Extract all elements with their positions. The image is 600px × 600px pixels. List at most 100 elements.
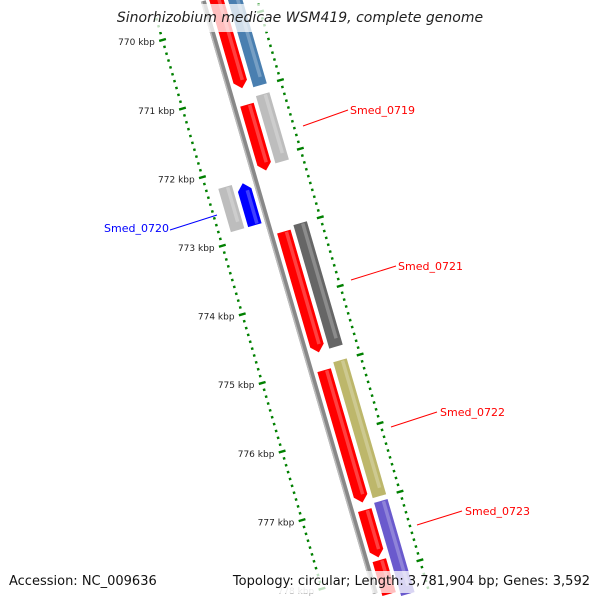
gene-feature[interactable] [236, 181, 262, 228]
major-tick [396, 489, 404, 494]
minor-tick [266, 37, 271, 41]
minor-tick [274, 64, 278, 68]
minor-tick [346, 311, 350, 315]
gene-feature[interactable] [277, 229, 326, 355]
minor-tick [302, 525, 306, 529]
minor-tick [192, 148, 196, 152]
minor-tick [163, 45, 167, 49]
major-tick [356, 352, 364, 357]
minor-tick [202, 182, 206, 186]
minor-tick [368, 387, 372, 391]
minor-tick [264, 395, 268, 399]
minor-tick [166, 59, 171, 63]
minor-tick [172, 79, 177, 83]
gene-highlight [365, 509, 381, 550]
major-tick [296, 146, 305, 151]
minor-tick [300, 154, 304, 158]
minor-tick [344, 304, 348, 308]
minor-tick [326, 243, 330, 247]
gene-label[interactable]: Smed_0723 [465, 505, 530, 518]
gene-feature[interactable] [255, 92, 289, 164]
minor-tick [182, 113, 187, 117]
minor-tick [184, 120, 188, 124]
minor-tick [250, 347, 254, 351]
gene-feature[interactable] [293, 221, 343, 349]
minor-tick [276, 436, 280, 440]
tick-label: 771 kbp [138, 107, 175, 117]
minor-tick [296, 504, 300, 508]
gene-label-leader [302, 109, 349, 127]
minor-tick [280, 85, 284, 89]
minor-tick [408, 524, 412, 528]
minor-tick [248, 340, 252, 344]
minor-tick [322, 229, 326, 233]
gene-feature[interactable] [358, 508, 385, 559]
minor-tick [316, 208, 320, 212]
gene-feature[interactable] [317, 368, 369, 504]
gene-label[interactable]: Smed_0722 [440, 406, 505, 419]
minor-tick [406, 517, 410, 521]
gene-highlight [284, 231, 321, 345]
minor-tick [320, 222, 324, 226]
backbone-highlight [200, 1, 375, 595]
minor-tick [420, 565, 424, 569]
minor-tick [242, 319, 246, 323]
minor-tick [292, 491, 296, 495]
minor-tick [284, 99, 288, 103]
minor-tick [342, 298, 346, 302]
minor-tick [268, 408, 272, 412]
major-tick [198, 175, 207, 180]
major-tick [336, 283, 344, 289]
minor-tick [332, 263, 336, 267]
gene-highlight [247, 104, 268, 163]
major-tick [238, 312, 246, 317]
gene-highlight [225, 186, 240, 223]
minor-tick [336, 277, 340, 281]
gene-highlight [263, 93, 284, 154]
gene-label[interactable]: Smed_0719 [350, 104, 415, 117]
minor-tick [306, 174, 310, 178]
minor-tick [384, 442, 388, 446]
minor-tick [170, 72, 175, 76]
minor-tick [204, 189, 208, 193]
minor-tick [286, 106, 290, 110]
minor-tick [362, 366, 366, 370]
minor-tick [218, 237, 222, 241]
minor-tick [262, 388, 266, 392]
minor-tick [374, 407, 378, 411]
minor-tick [292, 126, 296, 130]
minor-tick [328, 250, 332, 254]
gene-label[interactable]: Smed_0721 [398, 260, 463, 273]
major-tick [276, 77, 285, 83]
gene-feature[interactable] [218, 184, 245, 233]
minor-tick [198, 168, 202, 172]
minor-tick [288, 112, 292, 116]
minor-tick [308, 181, 312, 185]
minor-tick [348, 318, 352, 322]
minor-tick [400, 497, 404, 501]
minor-tick [312, 195, 316, 199]
title-band: Sinorhizobium medicae WSM419, complete g… [0, 4, 600, 32]
minor-tick [282, 456, 286, 460]
minor-tick [272, 422, 276, 426]
minor-tick [404, 510, 408, 514]
minor-tick [390, 462, 394, 466]
minor-tick [178, 100, 183, 104]
tick-label: 777 kbp [258, 518, 295, 528]
minor-tick [256, 367, 260, 371]
minor-tick [416, 551, 420, 555]
gene-feature[interactable] [240, 102, 273, 173]
topology-text: Topology: circular; Length: 3,781,904 bp… [232, 574, 590, 589]
minor-tick [380, 428, 384, 432]
gene-label-leader [169, 214, 218, 231]
major-tick [258, 380, 266, 386]
gene-label[interactable]: Smed_0720 [104, 222, 169, 235]
minor-tick [224, 257, 228, 261]
minor-tick [232, 285, 236, 289]
tick-label: 776 kbp [238, 450, 275, 460]
gene-feature[interactable] [333, 358, 387, 499]
minor-tick [304, 167, 308, 171]
minor-tick [302, 160, 306, 164]
gene-highlight [301, 222, 338, 339]
